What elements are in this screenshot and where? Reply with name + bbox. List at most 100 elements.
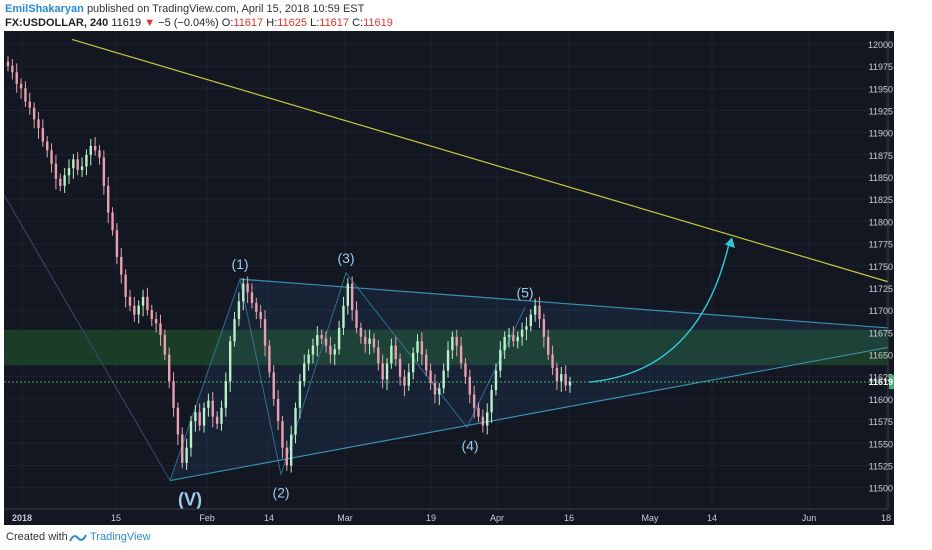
- candle-body: [464, 363, 467, 377]
- candle-body: [455, 336, 458, 346]
- published-text: published on TradingView.com, April 15, …: [86, 3, 365, 15]
- time-tick-label: May: [641, 513, 659, 523]
- price-tick-label: 11500: [869, 484, 893, 494]
- candle-body: [385, 363, 389, 380]
- candle-body: [555, 367, 559, 382]
- candle-body: [263, 319, 267, 346]
- grid: [4, 31, 894, 525]
- time-tick-label: 2018: [12, 513, 32, 523]
- trendlines: [3, 38, 889, 482]
- wave-label: (4): [461, 437, 478, 453]
- candle-body: [503, 336, 506, 351]
- candle-body: [46, 141, 49, 151]
- left-guide-line: [3, 194, 171, 481]
- candle-body: [486, 412, 489, 426]
- time-axis[interactable]: 2018 15 Feb 14 Mar 19 Apr 16 May 14 Jun 18: [4, 508, 891, 523]
- price-tick-label: 11950: [869, 84, 893, 94]
- candle-body: [228, 341, 232, 382]
- candle-body: [551, 354, 554, 368]
- candle-body: [185, 447, 188, 463]
- candle-body: [324, 338, 328, 346]
- current-price-label: 11619: [868, 377, 893, 387]
- chart-header: EmilShakaryan published on TradingView.c…: [0, 0, 932, 31]
- candle-body: [372, 338, 376, 348]
- projection-arrow-head: [725, 237, 735, 249]
- candle-body: [154, 319, 158, 324]
- candle-body: [285, 447, 289, 466]
- candle-body: [368, 338, 371, 344]
- candles: [6, 56, 572, 473]
- candle-body: [520, 329, 524, 337]
- price-tick-label: 11725: [869, 284, 893, 294]
- time-tick-label: Mar: [337, 513, 353, 523]
- candle-body: [32, 107, 36, 120]
- candle-body: [403, 376, 406, 386]
- chart-area[interactable]: (1) (2) (3) (4) (5) (V) 11500 11525 11550 11575 1…: [3, 31, 894, 525]
- price-tick-label: 12000: [868, 40, 893, 50]
- price-chart[interactable]: (1)(2)(3)(4)(5)(V) 115001152511550115751…: [3, 31, 894, 525]
- candle-body: [259, 311, 262, 320]
- price-tick-label: 11675: [869, 328, 893, 338]
- footer: Created with TradingView: [0, 525, 932, 550]
- candle-body: [146, 296, 149, 311]
- candle-body: [233, 319, 236, 342]
- current-price-tag: [889, 375, 894, 390]
- price-tick-label: 11925: [869, 106, 893, 116]
- candle-body: [311, 345, 315, 355]
- candle-body: [560, 374, 563, 382]
- support-zone: [4, 329, 888, 366]
- candle-body: [494, 370, 498, 391]
- wave-path: [169, 271, 526, 481]
- candle-body: [111, 212, 114, 231]
- candle-body: [333, 349, 336, 355]
- candle-body: [499, 350, 502, 371]
- price-axis[interactable]: 11500 11525 11550 11575 11600 11625 11650 11675…: [868, 31, 894, 509]
- time-tick-label: Apr: [490, 513, 504, 523]
- publish-info: EmilShakaryan published on TradingView.c…: [5, 3, 364, 15]
- candle-body: [446, 350, 450, 371]
- candle-body: [350, 283, 354, 311]
- candle-body: [525, 326, 528, 330]
- candle-body: [355, 310, 358, 328]
- price-tick-label: 11875: [869, 151, 893, 161]
- candle-body: [416, 341, 419, 353]
- candle-body: [429, 370, 432, 383]
- candle-body: [516, 336, 519, 342]
- triangle-bottom-line: [169, 346, 889, 482]
- candle-body: [294, 407, 297, 435]
- candle-body: [63, 175, 66, 186]
- candle-body: [303, 363, 306, 382]
- wave-label: (5): [516, 284, 533, 300]
- open-value: 11617: [233, 17, 264, 29]
- candle-body: [276, 398, 280, 422]
- author-link[interactable]: EmilShakaryan: [5, 3, 84, 15]
- tradingview-brand-link[interactable]: TradingView: [90, 531, 151, 543]
- candle-body: [477, 407, 480, 417]
- price-tick-label: 11550: [869, 439, 893, 449]
- candle-body: [137, 305, 140, 315]
- candle-body: [189, 421, 193, 448]
- candle-body: [72, 159, 75, 169]
- candle-body: [215, 416, 219, 424]
- candle-body: [438, 388, 441, 395]
- candle-body: [207, 400, 210, 408]
- candle-body: [411, 352, 415, 373]
- price-tick-label: 11700: [869, 306, 893, 316]
- low-value: 11617: [319, 17, 350, 29]
- candle-body: [246, 283, 249, 293]
- high-label: H:: [266, 17, 278, 29]
- candle-body: [120, 256, 123, 275]
- candle-body: [307, 354, 310, 364]
- candle-body: [54, 163, 58, 179]
- candle-body: [512, 335, 515, 342]
- time-tick-label: 16: [564, 513, 574, 523]
- candle-body: [364, 336, 367, 344]
- wave-label: (1): [231, 256, 248, 272]
- candle-body: [172, 381, 175, 408]
- candle-body: [37, 119, 40, 129]
- candle-body: [202, 407, 206, 426]
- green-zone: [4, 329, 888, 366]
- candle-body: [255, 303, 258, 312]
- candle-body: [529, 314, 532, 327]
- candle-body: [329, 345, 332, 355]
